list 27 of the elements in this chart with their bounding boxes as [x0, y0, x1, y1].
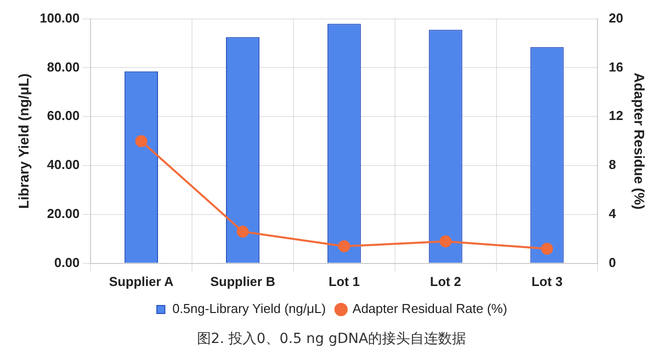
point — [135, 135, 148, 148]
y-tick-label: 0.00 — [54, 254, 80, 270]
y2-axis-title: Adapter Residue (%) — [632, 72, 648, 210]
y-tick-label: 40.00 — [47, 157, 80, 172]
legend-label: 0.5ng-Library Yield (ng/μL) — [172, 301, 326, 316]
x-tick-label: Lot 1 — [328, 274, 360, 289]
y2-tick-label: 8 — [608, 157, 616, 172]
legend-label: Adapter Residual Rate (%) — [352, 301, 508, 316]
y2-tick-label: 16 — [608, 59, 624, 74]
x-tick-label: Supplier A — [109, 274, 174, 289]
y2-tick-label: 0 — [608, 254, 616, 270]
y-tick-label: 60.00 — [47, 108, 80, 124]
point — [440, 235, 452, 248]
y-tick-label: 20.00 — [47, 206, 80, 222]
point — [541, 242, 554, 255]
y2-tick-label: 4 — [608, 206, 617, 222]
y-tick-label: 100.00 — [40, 10, 80, 26]
y-axis-title: Library Yield (ng/μL) — [15, 73, 32, 209]
x-tick-label: Supplier B — [210, 274, 276, 289]
point — [236, 226, 249, 238]
y2-tick-label: 12 — [608, 108, 624, 124]
caption: 图2. 投入0、0.5 ng gDNA的接头自连数据 — [196, 330, 468, 348]
y2-tick-label: 20 — [608, 10, 624, 26]
x-tick-label: Lot 3 — [531, 274, 563, 289]
x-tick-label: Lot 2 — [430, 274, 462, 289]
y-tick-label: 80.00 — [47, 59, 80, 74]
point — [338, 240, 350, 252]
